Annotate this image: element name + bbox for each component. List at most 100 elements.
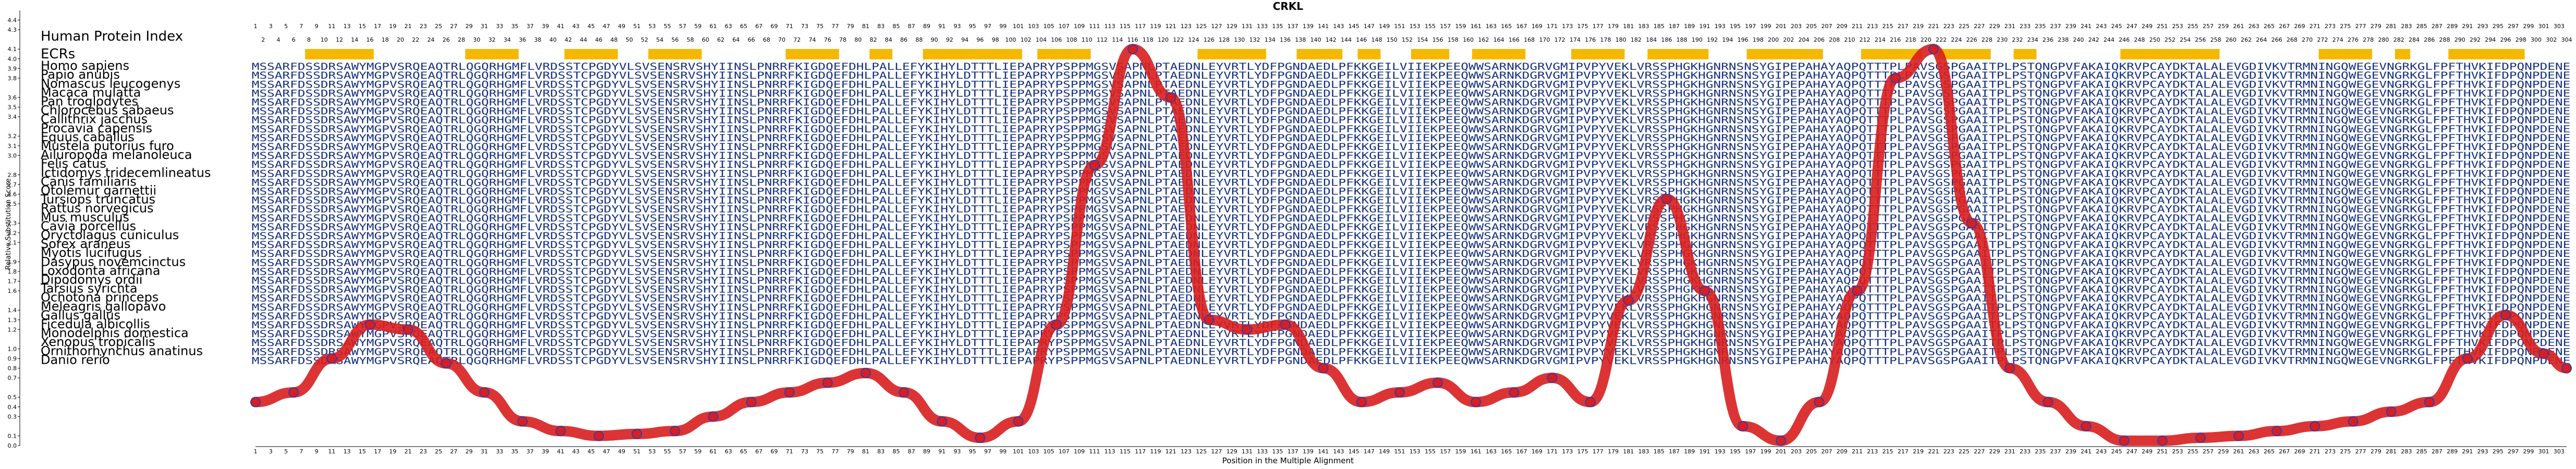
data-point <box>2119 435 2130 446</box>
protein-index-label: 133 <box>1257 23 1268 30</box>
x-tick-label: 91 <box>938 448 945 455</box>
protein-index-label: 254 <box>2180 36 2191 43</box>
x-tick-label: 95 <box>969 448 976 455</box>
protein-index-label: 4 <box>276 36 280 43</box>
protein-index-label: 267 <box>2279 23 2290 30</box>
series-line <box>250 44 2572 446</box>
protein-index-label: 126 <box>1204 36 1214 43</box>
protein-index-label: 222 <box>1936 36 1947 43</box>
protein-index-label: 224 <box>1951 36 1962 43</box>
protein-index-label: 174 <box>1570 36 1581 43</box>
protein-index-label: 87 <box>908 23 915 30</box>
x-tick-label: 287 <box>2432 448 2443 455</box>
x-tick-label: 263 <box>2249 448 2259 455</box>
protein-index-label: 65 <box>740 23 747 30</box>
x-tick-label: 237 <box>2050 448 2061 455</box>
protein-index-label: 12 <box>336 36 343 43</box>
x-tick-label: 219 <box>1913 448 1924 455</box>
protein-index-label: 263 <box>2249 23 2259 30</box>
protein-index-label: 136 <box>1280 36 1291 43</box>
species-label: Felis catus <box>41 156 106 171</box>
data-point <box>1127 44 1138 55</box>
protein-index-label: 265 <box>2264 23 2275 30</box>
protein-index-label: 78 <box>839 36 846 43</box>
protein-index-label: 50 <box>626 36 633 43</box>
protein-index-label: 256 <box>2195 36 2206 43</box>
x-tick-label: 55 <box>664 448 671 455</box>
x-tick-label: 275 <box>2340 448 2351 455</box>
protein-index-label: 147 <box>1364 23 1375 30</box>
protein-index-label: 17 <box>374 23 381 30</box>
x-tick-label: 105 <box>1043 448 1054 455</box>
protein-index-label: 120 <box>1158 36 1169 43</box>
protein-index-label: 296 <box>2500 36 2511 43</box>
protein-index-label: 270 <box>2302 36 2313 43</box>
protein-index-label: 57 <box>679 23 686 30</box>
ecr-bar <box>2013 49 2037 59</box>
x-tick-label: 137 <box>1287 448 1298 455</box>
protein-index-label: 88 <box>916 36 923 43</box>
protein-index-label: 214 <box>1875 36 1886 43</box>
x-tick-label: 121 <box>1165 448 1176 455</box>
protein-index-label: 183 <box>1638 23 1649 30</box>
protein-index-label: 2 <box>261 36 265 43</box>
protein-index-label: 188 <box>1676 36 1687 43</box>
protein-index-label: 234 <box>2027 36 2038 43</box>
protein-index-label: 77 <box>832 23 839 30</box>
x-tick-label: 87 <box>908 448 915 455</box>
protein-index-label: 104 <box>1036 36 1047 43</box>
protein-index-label: 81 <box>862 23 869 30</box>
protein-index-label: 86 <box>900 36 907 43</box>
protein-index-label: 231 <box>2004 23 2015 30</box>
y-tick-label: 2.1 <box>8 239 17 246</box>
x-tick-label: 135 <box>1272 448 1283 455</box>
protein-index-label: 76 <box>824 36 831 43</box>
data-point <box>1204 314 1214 325</box>
protein-index-label: 46 <box>595 36 602 43</box>
protein-index-label: 170 <box>1539 36 1550 43</box>
x-tick-label: 155 <box>1425 448 1436 455</box>
x-tick-label: 291 <box>2462 448 2473 455</box>
protein-index-label: 180 <box>1615 36 1626 43</box>
protein-index-label: 99 <box>999 23 1006 30</box>
protein-index-label: 83 <box>877 23 884 30</box>
alignment-row: MSSARFDSSDRSAWYMGPVSRQEAQTRLQGQRHGMFLVRD… <box>252 168 2571 179</box>
protein-index-label: 27 <box>450 23 457 30</box>
protein-index-label: 155 <box>1425 23 1436 30</box>
data-point <box>1471 397 1481 408</box>
data-point <box>784 387 795 398</box>
x-tick-label: 67 <box>755 448 762 455</box>
protein-index-label: 239 <box>2065 23 2076 30</box>
protein-index-label: 190 <box>1692 36 1703 43</box>
protein-index-label: 220 <box>1921 36 1931 43</box>
protein-index-label: 197 <box>1745 23 1756 30</box>
x-tick-label: 145 <box>1348 448 1359 455</box>
protein-index-label: 237 <box>2050 23 2061 30</box>
protein-index-label: 145 <box>1348 23 1359 30</box>
protein-index-label: 195 <box>1730 23 1741 30</box>
protein-index-label: 208 <box>1829 36 1840 43</box>
protein-index-label: 187 <box>1669 23 1680 30</box>
protein-index-label: 289 <box>2447 23 2458 30</box>
protein-index-label: 138 <box>1295 36 1306 43</box>
protein-index-label: 93 <box>954 23 961 30</box>
x-tick-label: 17 <box>374 448 381 455</box>
protein-index-label: 303 <box>2554 23 2565 30</box>
protein-index-label: 273 <box>2325 23 2336 30</box>
protein-index-label: 158 <box>1448 36 1459 43</box>
x-tick-label: 7 <box>299 448 303 455</box>
protein-index-label: 109 <box>1074 23 1085 30</box>
species-label: Papio anubis <box>41 67 120 82</box>
ecr-label: ECRs <box>41 46 75 62</box>
x-tick-label: 61 <box>710 448 717 455</box>
protein-index-label: 52 <box>641 36 648 43</box>
x-tick-label: 47 <box>603 448 610 455</box>
x-tick-label: 11 <box>328 448 335 455</box>
protein-index-label: 235 <box>2035 23 2046 30</box>
protein-index-label: 148 <box>1371 36 1382 43</box>
protein-index-label: 165 <box>1501 23 1512 30</box>
x-tick-label: 251 <box>2157 448 2168 455</box>
protein-index-label: 63 <box>725 23 732 30</box>
data-point <box>2195 433 2206 443</box>
protein-index-label: 23 <box>420 23 427 30</box>
